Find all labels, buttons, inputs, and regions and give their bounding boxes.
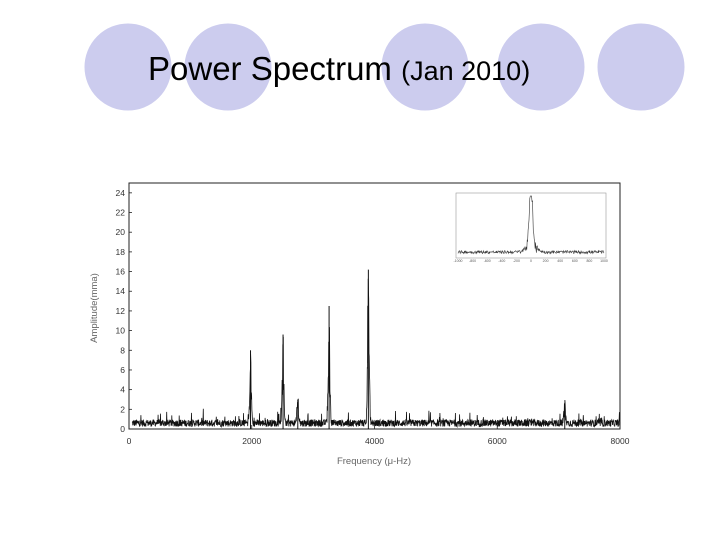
slide-title-main: Power Spectrum xyxy=(148,50,392,87)
y-tick-label: 10 xyxy=(116,326,126,336)
inset-x-tick-label: 0 xyxy=(530,259,532,263)
inset-x-tick-label: -400 xyxy=(498,259,505,263)
decor-circle-1 xyxy=(81,20,175,114)
header-decoration xyxy=(81,20,688,114)
decor-circle-2 xyxy=(181,20,275,114)
inset-x-axis: -1000 -800 -600 -400 -200 0 200 400 600 800 1000 xyxy=(454,259,608,263)
x-tick-label: 8000 xyxy=(611,436,630,446)
y-tick-label: 6 xyxy=(120,365,125,375)
y-tick-label: 14 xyxy=(116,286,126,296)
decor-circle-4 xyxy=(494,20,588,114)
x-axis-label: Frequency (μ-Hz) xyxy=(337,456,411,467)
y-tick-label: 22 xyxy=(116,208,126,218)
x-axis: 0 2000 4000 6000 8000 xyxy=(127,425,630,446)
inset-x-tick-label: 1000 xyxy=(600,259,608,263)
inset-chart: -1000 -800 -600 -400 -200 0 200 400 600 800 1000 xyxy=(454,192,608,263)
y-tick-label: 8 xyxy=(120,345,125,355)
x-tick-label: 6000 xyxy=(488,436,507,446)
y-tick-label: 24 xyxy=(116,188,126,198)
decor-circle-3 xyxy=(378,20,472,114)
y-tick-label: 12 xyxy=(116,306,126,316)
inset-x-tick-label: 600 xyxy=(572,259,578,263)
inset-x-tick-label: -1000 xyxy=(454,259,463,263)
y-tick-label: 20 xyxy=(116,227,126,237)
slide-title-date: (Jan 2010) xyxy=(401,56,531,86)
slide-title: Power Spectrum (Jan 2010) xyxy=(148,50,530,88)
y-axis-label: Amplitude(mma) xyxy=(89,273,100,343)
inset-series-line xyxy=(457,195,605,255)
inset-x-tick-label: -800 xyxy=(469,259,476,263)
inset-frame xyxy=(455,192,607,259)
decor-circle-5 xyxy=(594,20,688,114)
peak-marks xyxy=(250,269,566,429)
y-tick-label: 0 xyxy=(120,424,125,434)
x-tick-label: 2000 xyxy=(242,436,261,446)
inset-x-tick-label: 200 xyxy=(543,259,549,263)
series-line xyxy=(131,278,621,429)
y-tick-label: 16 xyxy=(116,267,126,277)
inset-x-tick-label: -600 xyxy=(484,259,491,263)
x-tick-label: 0 xyxy=(127,436,132,446)
inset-x-tick-label: 400 xyxy=(557,259,563,263)
inset-x-tick-label: 800 xyxy=(586,259,592,263)
x-tick-label: 4000 xyxy=(365,436,384,446)
y-tick-label: 4 xyxy=(120,385,125,395)
inset-x-tick-label: -200 xyxy=(513,259,520,263)
y-tick-label: 18 xyxy=(116,247,126,257)
y-tick-label: 2 xyxy=(120,404,125,414)
